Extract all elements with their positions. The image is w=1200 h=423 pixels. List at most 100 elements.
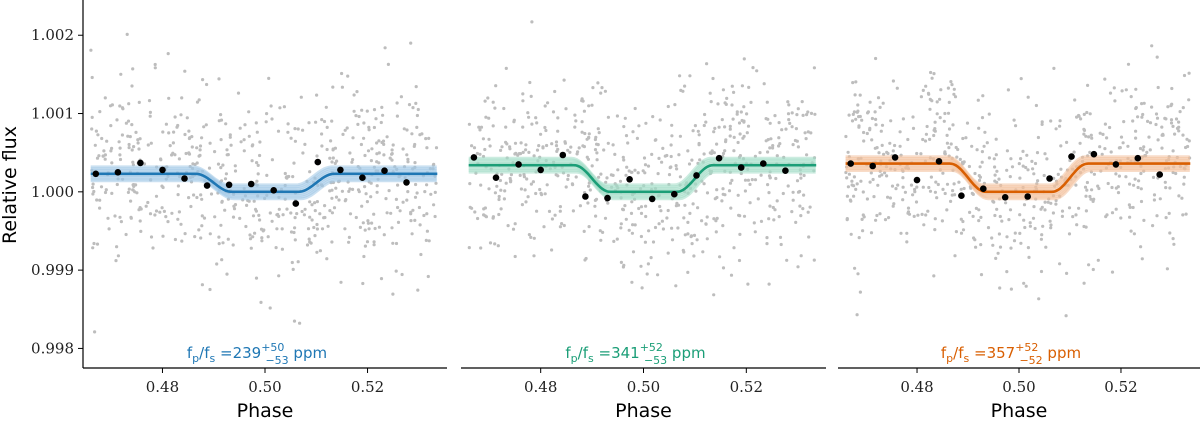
raw-point — [332, 206, 337, 210]
raw-point — [406, 160, 410, 164]
binned-point — [1090, 150, 1098, 158]
x-tick-label: 0.50 — [248, 378, 281, 396]
raw-point — [935, 196, 939, 200]
raw-point — [768, 121, 772, 125]
raw-point — [138, 137, 142, 141]
raw-point — [1013, 231, 1017, 235]
raw-point — [1075, 223, 1079, 227]
raw-point — [170, 211, 174, 215]
binned-point — [604, 194, 611, 202]
raw-point — [993, 165, 997, 169]
raw-point — [1119, 135, 1124, 139]
raw-point — [113, 214, 117, 218]
raw-point — [367, 227, 371, 231]
raw-point — [504, 181, 508, 185]
raw-point — [324, 105, 328, 109]
raw-point — [573, 113, 577, 117]
raw-point — [845, 176, 849, 180]
raw-point — [270, 219, 274, 223]
raw-point — [730, 103, 734, 107]
raw-point — [906, 211, 910, 215]
raw-point — [866, 110, 871, 114]
raw-point — [637, 206, 641, 211]
raw-point — [729, 206, 733, 210]
model-sample — [845, 169, 1190, 201]
raw-point — [600, 86, 604, 90]
model-sample — [90, 174, 437, 196]
raw-point — [712, 217, 716, 221]
raw-point — [1072, 150, 1076, 154]
raw-point — [932, 274, 936, 278]
raw-point — [183, 69, 187, 73]
raw-point — [1048, 219, 1052, 223]
raw-point — [640, 286, 644, 290]
raw-point — [721, 266, 726, 270]
raw-point — [320, 132, 324, 136]
raw-point — [993, 173, 997, 177]
raw-point — [127, 142, 131, 147]
raw-point — [852, 110, 857, 114]
raw-point — [670, 123, 674, 127]
raw-point — [597, 131, 601, 135]
raw-point — [886, 151, 890, 156]
raw-point — [308, 240, 312, 244]
raw-point — [1187, 139, 1191, 143]
raw-point — [1171, 237, 1175, 241]
binned-point — [492, 174, 500, 181]
raw-point — [768, 176, 772, 180]
raw-point — [603, 89, 608, 93]
raw-point — [364, 192, 368, 196]
binned-point — [869, 162, 876, 170]
raw-point — [578, 204, 583, 208]
raw-point — [365, 240, 370, 244]
raw-point — [493, 191, 497, 195]
raw-point — [738, 154, 743, 158]
raw-point — [232, 207, 237, 211]
raw-point — [1051, 211, 1055, 215]
raw-point — [694, 189, 698, 193]
raw-point — [970, 144, 974, 148]
raw-point — [91, 185, 95, 190]
raw-point — [238, 216, 242, 220]
raw-point — [869, 171, 873, 175]
raw-point — [1126, 62, 1131, 66]
raw-point — [621, 208, 626, 212]
raw-point — [209, 192, 214, 196]
raw-point — [513, 254, 517, 259]
raw-point — [313, 201, 317, 205]
binned-points-right — [847, 150, 1163, 201]
raw-point — [352, 109, 356, 113]
raw-point — [868, 180, 872, 184]
raw-point — [720, 118, 724, 122]
raw-point — [894, 187, 898, 191]
raw-point — [200, 197, 204, 201]
model-sample — [468, 156, 816, 187]
raw-point — [217, 77, 221, 81]
raw-point — [1006, 88, 1011, 92]
x-axis-label: Phase — [237, 400, 294, 422]
raw-point — [544, 128, 548, 133]
raw-point — [1133, 177, 1137, 181]
raw-point — [1090, 136, 1094, 140]
raw-point — [1154, 112, 1159, 116]
raw-point — [635, 136, 640, 140]
raw-point — [512, 118, 516, 122]
raw-point — [513, 141, 518, 145]
raw-point — [586, 201, 590, 205]
raw-point — [697, 141, 701, 146]
binned-point — [337, 166, 344, 174]
raw-point — [659, 209, 663, 213]
raw-point — [97, 154, 101, 158]
raw-point — [846, 150, 850, 154]
raw-point — [850, 119, 855, 123]
raw-point — [130, 148, 134, 152]
raw-point — [778, 142, 782, 146]
raw-point — [623, 204, 627, 208]
raw-point — [1120, 89, 1124, 93]
raw-point — [482, 213, 486, 217]
raw-point — [1155, 116, 1160, 120]
raw-point — [90, 115, 94, 119]
raw-point — [995, 169, 999, 173]
raw-point — [769, 137, 773, 141]
raw-point — [268, 306, 272, 310]
